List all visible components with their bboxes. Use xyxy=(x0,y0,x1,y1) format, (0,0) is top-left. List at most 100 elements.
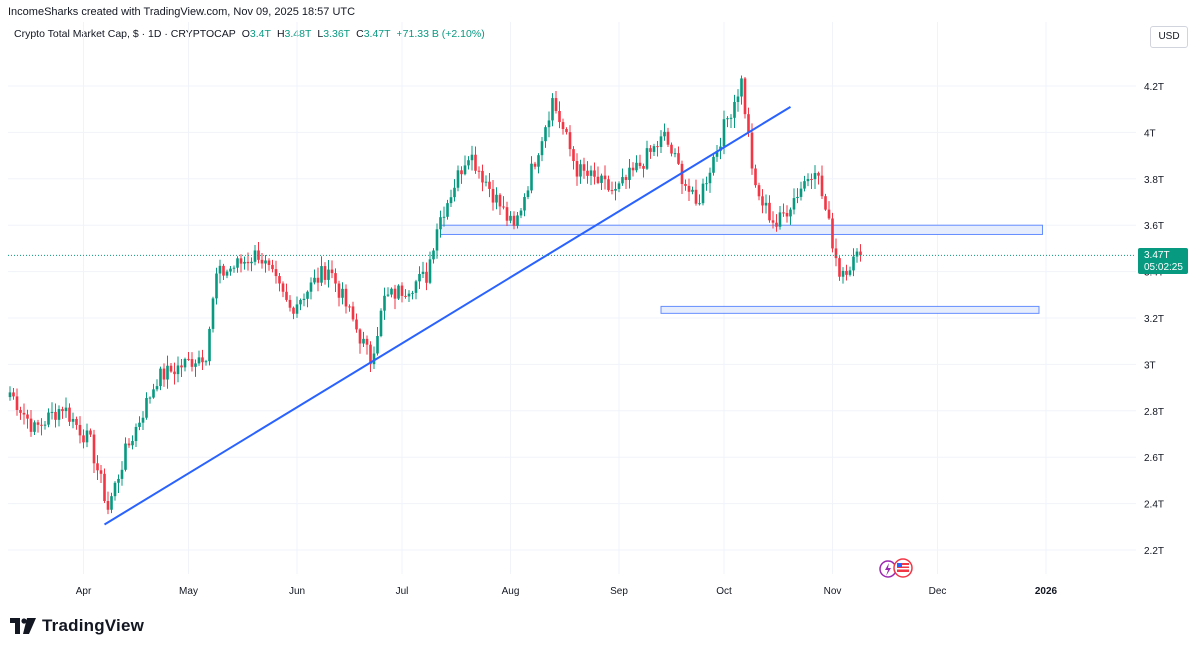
candle-body xyxy=(362,338,365,344)
last-price-tag: 3.47T 05:02:25 xyxy=(1138,248,1188,274)
candle-body xyxy=(369,344,372,365)
candle-body xyxy=(516,215,519,226)
candle-body xyxy=(568,132,572,150)
candle-body xyxy=(386,294,390,296)
support-zone xyxy=(440,224,1043,235)
candle-body xyxy=(491,188,495,203)
candle-body xyxy=(526,190,530,198)
trendline xyxy=(103,106,792,526)
candle-body xyxy=(407,293,411,297)
candle-body xyxy=(729,117,733,119)
candle-body xyxy=(631,167,635,171)
candle-body xyxy=(453,187,456,198)
candle-body xyxy=(267,260,271,265)
candle-body xyxy=(110,496,113,510)
candle-body xyxy=(288,299,292,308)
candle-body xyxy=(190,359,194,367)
candle-body xyxy=(558,110,561,123)
candle-body xyxy=(379,310,383,337)
candle-body xyxy=(281,283,285,292)
candle-body xyxy=(330,269,334,274)
candle-body xyxy=(554,98,558,111)
candle-body xyxy=(670,144,673,154)
candle-body xyxy=(806,178,810,182)
candle-body xyxy=(215,273,218,299)
candle-body xyxy=(845,270,848,275)
candle-body xyxy=(565,129,568,133)
candle-body xyxy=(418,273,421,282)
candle-body xyxy=(250,261,253,264)
candle-body xyxy=(243,261,246,264)
candle-body xyxy=(22,412,26,415)
candle-body xyxy=(792,198,796,210)
candle-body xyxy=(323,266,327,280)
candle-body xyxy=(428,259,432,283)
candle-body xyxy=(306,291,309,299)
tradingview-logo[interactable]: TradingView xyxy=(10,616,144,636)
low-value: 3.36T xyxy=(323,28,351,40)
candle-body xyxy=(547,120,551,128)
candle-body xyxy=(295,304,299,314)
candle-body xyxy=(106,501,110,510)
candle-body xyxy=(162,368,166,380)
candle-body xyxy=(838,258,841,277)
candle-body xyxy=(439,217,442,230)
candle-body xyxy=(677,153,680,164)
candle-body xyxy=(274,269,278,277)
x-tick-label: 2026 xyxy=(1035,586,1058,597)
candle-body xyxy=(673,153,677,155)
candle-body xyxy=(61,409,64,412)
y-tick-label: 4.2T xyxy=(1144,82,1164,93)
symbol-label[interactable]: Crypto Total Market Cap, $ · 1D · CRYPTO… xyxy=(14,28,236,40)
candle-body xyxy=(400,285,404,296)
candle-body xyxy=(740,78,743,97)
candle-body xyxy=(698,203,701,205)
candle-body xyxy=(481,170,484,183)
candle-body xyxy=(89,430,92,435)
candle-body xyxy=(764,202,768,206)
candle-body xyxy=(54,411,57,420)
candle-body xyxy=(593,170,596,177)
candle-body xyxy=(474,154,477,171)
candle-body xyxy=(722,119,726,147)
candle-body xyxy=(442,216,446,218)
candle-body xyxy=(152,389,155,398)
flag-body xyxy=(897,563,909,572)
candle-body xyxy=(8,392,12,398)
candle-body xyxy=(337,283,341,298)
candle-body xyxy=(355,319,358,330)
candle-body xyxy=(575,161,579,177)
trendline-group xyxy=(103,106,792,526)
candle-body xyxy=(85,430,89,443)
candle-body xyxy=(859,251,862,256)
candle-body xyxy=(715,150,719,157)
candle-body xyxy=(103,473,106,502)
candle-body xyxy=(498,194,502,207)
candle-body xyxy=(96,463,99,471)
candle-body xyxy=(411,292,414,294)
candle-body xyxy=(327,269,330,280)
candle-body xyxy=(610,190,614,192)
currency-button[interactable]: USD xyxy=(1150,26,1188,48)
candle-body xyxy=(372,353,376,365)
candle-body xyxy=(820,175,824,197)
candle-body xyxy=(488,181,491,189)
candle-body xyxy=(229,268,232,272)
candle-body xyxy=(64,407,68,412)
candle-body xyxy=(204,361,208,363)
candle-body xyxy=(477,170,481,172)
candle-body xyxy=(341,288,344,298)
candle-body xyxy=(131,441,134,446)
candle-body xyxy=(246,261,250,264)
candle-body xyxy=(600,175,603,183)
candle-body xyxy=(264,260,267,264)
candle-body xyxy=(36,422,40,425)
candle-body xyxy=(509,215,512,221)
tradingview-logo-text: TradingView xyxy=(42,616,145,635)
candle-body xyxy=(173,371,176,375)
open-label: O xyxy=(241,28,250,40)
candle-body xyxy=(463,165,467,175)
candle-body xyxy=(589,170,593,176)
x-tick-label: May xyxy=(179,586,198,597)
